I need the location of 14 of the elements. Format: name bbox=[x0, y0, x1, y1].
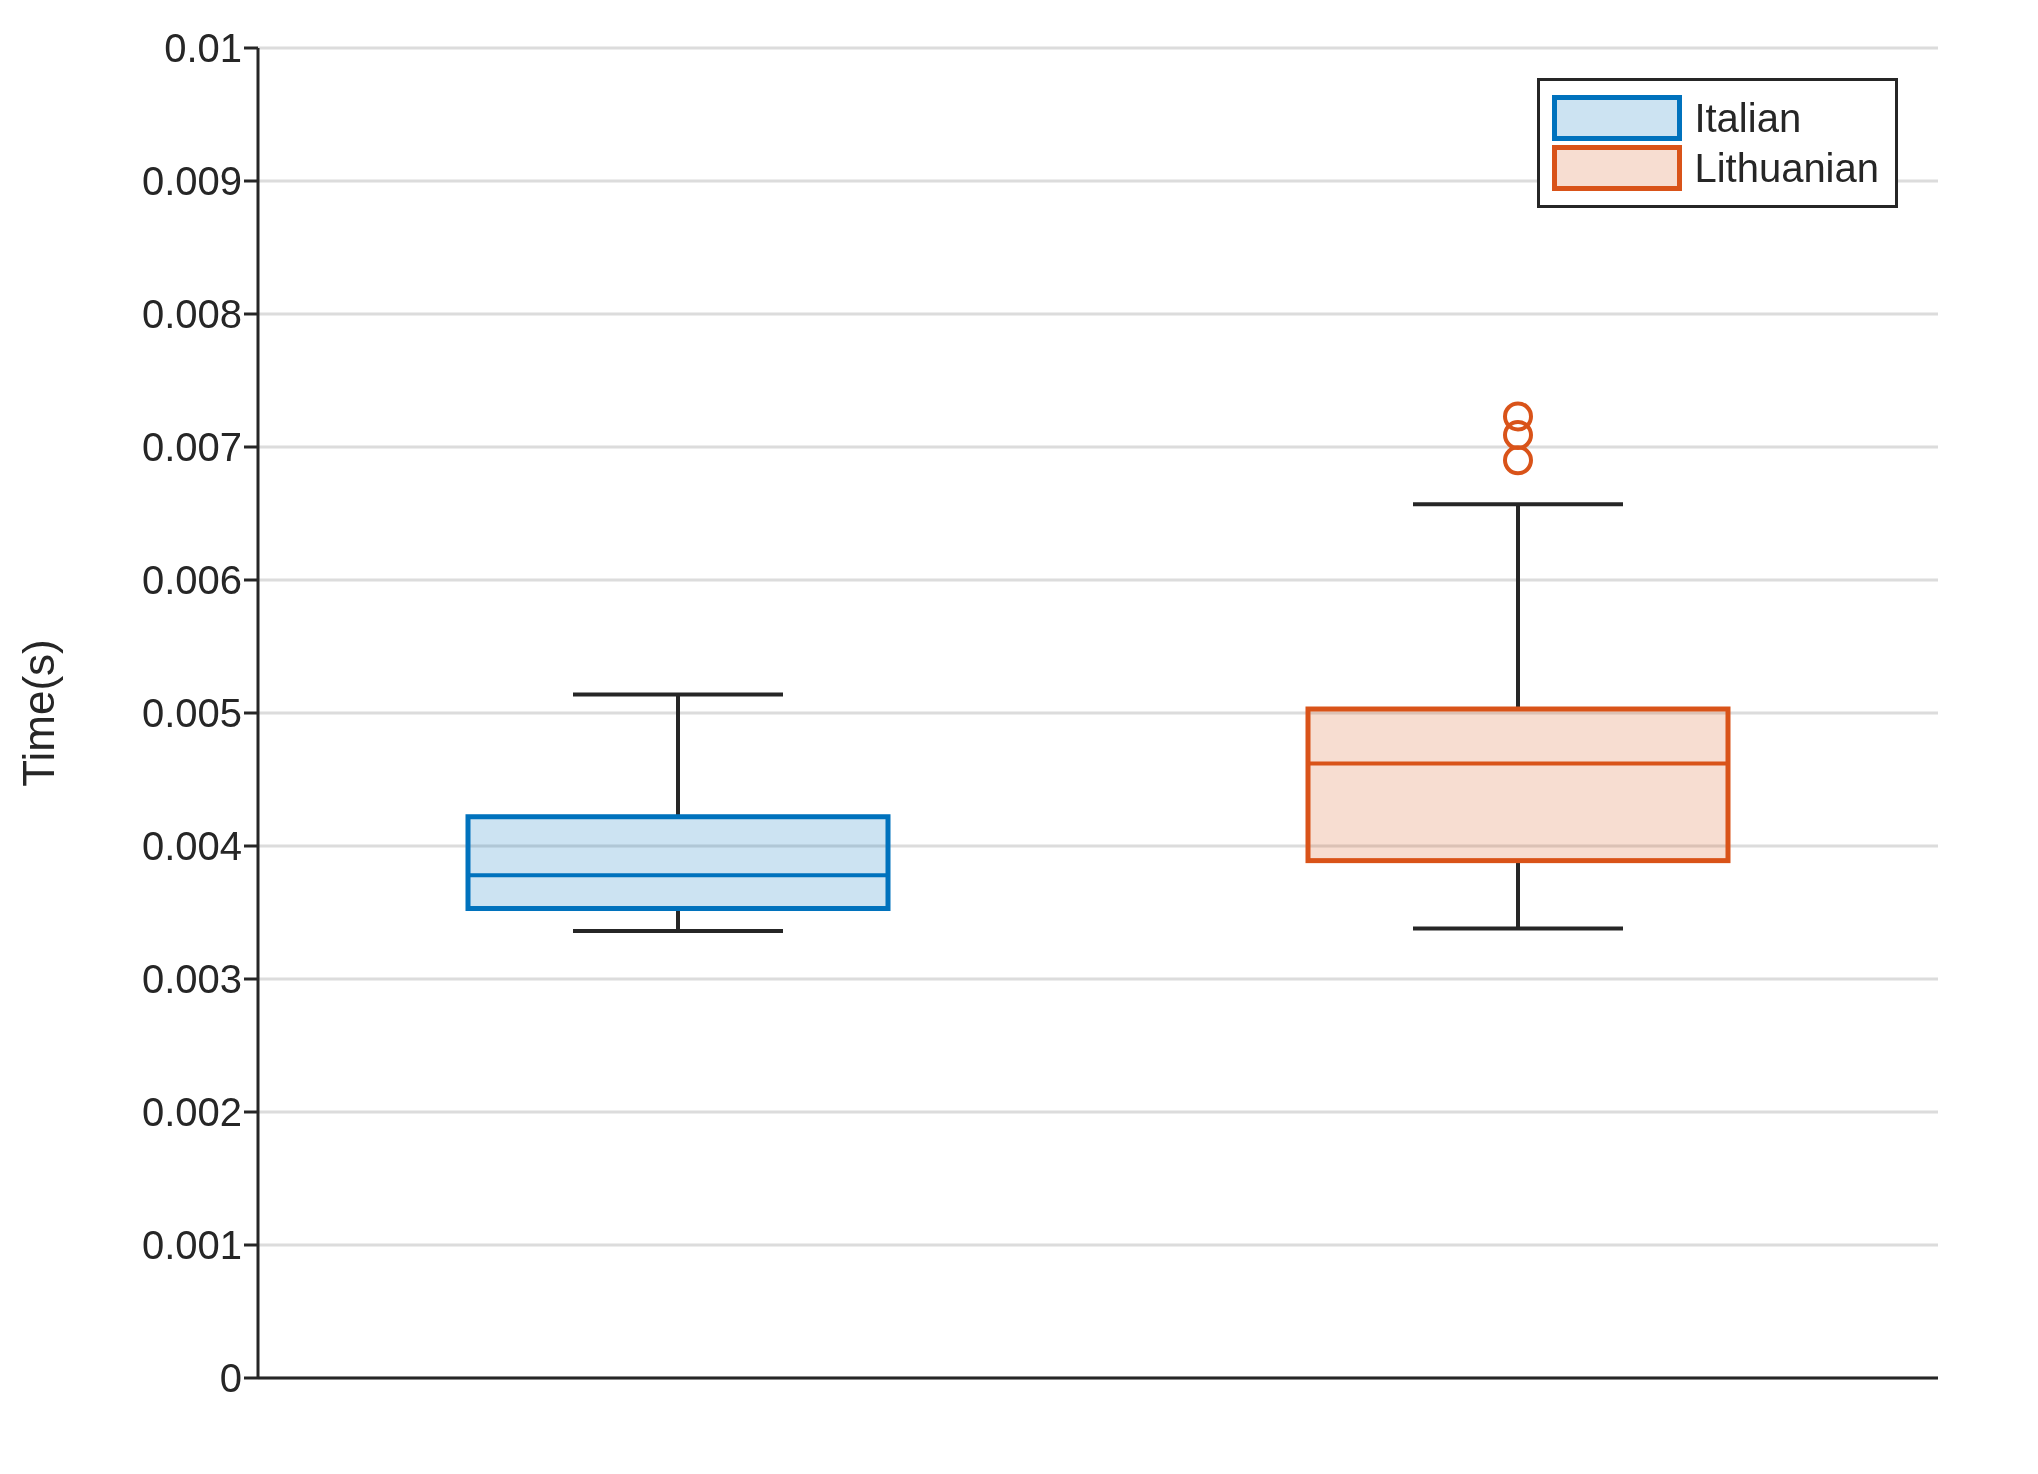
legend-label: Italian bbox=[1694, 95, 1802, 141]
y-tick-label: 0.005 bbox=[141, 691, 242, 736]
y-tick-label: 0.002 bbox=[141, 1090, 242, 1135]
y-tick-label: 0.001 bbox=[141, 1223, 242, 1268]
y-tick-label: 0.009 bbox=[141, 159, 242, 204]
y-axis-title: Time(s) bbox=[13, 639, 63, 787]
y-tick-label: 0.006 bbox=[141, 558, 242, 603]
y-tick-label: 0 bbox=[219, 1356, 242, 1401]
y-tick-label: 0.008 bbox=[141, 292, 242, 337]
y-tick-label: 0.01 bbox=[164, 26, 242, 71]
y-tick-label: 0.004 bbox=[141, 824, 242, 869]
y-tick-label: 0.007 bbox=[141, 425, 242, 470]
y-tick-label: 0.003 bbox=[141, 957, 242, 1002]
legend-label: Lithuanian bbox=[1694, 145, 1879, 191]
